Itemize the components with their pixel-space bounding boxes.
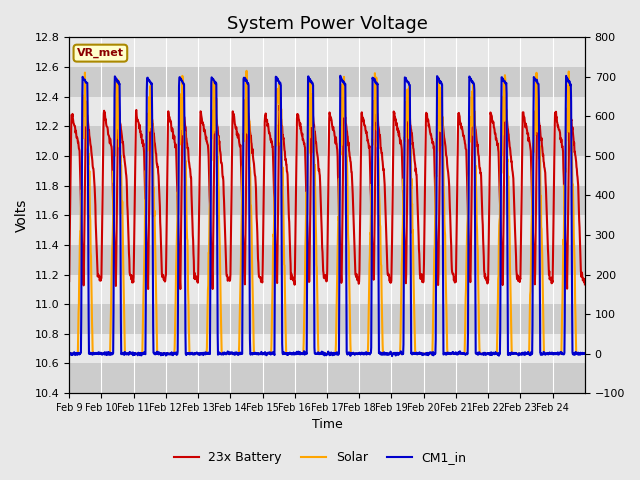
CM1_in bbox=[337, 73, 344, 79]
Bar bbox=[69, 67, 585, 96]
23x Battery bbox=[304, 250, 312, 255]
CM1_in bbox=[65, 351, 73, 357]
23x Battery bbox=[525, 138, 532, 144]
Solar bbox=[243, 68, 250, 74]
CM1_in bbox=[303, 212, 311, 217]
CM1_in bbox=[388, 353, 396, 359]
Bar bbox=[69, 275, 585, 304]
23x Battery bbox=[177, 286, 184, 292]
Solar bbox=[314, 301, 321, 307]
Solar bbox=[449, 351, 456, 357]
Solar bbox=[581, 351, 589, 357]
Bar bbox=[69, 186, 585, 215]
X-axis label: Time: Time bbox=[312, 419, 342, 432]
23x Battery bbox=[65, 278, 73, 284]
Solar bbox=[524, 351, 532, 357]
Solar bbox=[146, 117, 154, 123]
Bar bbox=[69, 126, 585, 156]
Legend: 23x Battery, Solar, CM1_in: 23x Battery, Solar, CM1_in bbox=[168, 446, 472, 469]
Solar bbox=[304, 154, 312, 159]
Y-axis label: Volts: Volts bbox=[15, 199, 29, 232]
CM1_in bbox=[313, 350, 321, 356]
Line: Solar: Solar bbox=[69, 71, 585, 354]
Bar bbox=[69, 215, 585, 245]
23x Battery bbox=[575, 206, 582, 212]
23x Battery bbox=[146, 149, 154, 155]
Bar bbox=[69, 96, 585, 126]
23x Battery bbox=[314, 155, 322, 160]
CM1_in bbox=[449, 350, 457, 356]
Bar bbox=[69, 37, 585, 67]
Line: 23x Battery: 23x Battery bbox=[69, 103, 585, 289]
Line: CM1_in: CM1_in bbox=[69, 76, 585, 356]
CM1_in bbox=[525, 349, 532, 355]
Title: System Power Voltage: System Power Voltage bbox=[227, 15, 428, 33]
Bar bbox=[69, 363, 585, 393]
Text: VR_met: VR_met bbox=[77, 48, 124, 58]
CM1_in bbox=[575, 352, 582, 358]
Bar bbox=[69, 156, 585, 186]
Solar bbox=[65, 351, 73, 357]
CM1_in bbox=[581, 350, 589, 356]
Bar bbox=[69, 334, 585, 363]
Bar bbox=[69, 245, 585, 275]
Bar bbox=[69, 304, 585, 334]
23x Battery bbox=[449, 271, 457, 277]
23x Battery bbox=[179, 100, 186, 106]
Bar bbox=[69, 8, 585, 37]
CM1_in bbox=[146, 78, 154, 84]
Solar bbox=[575, 351, 582, 357]
23x Battery bbox=[581, 281, 589, 287]
